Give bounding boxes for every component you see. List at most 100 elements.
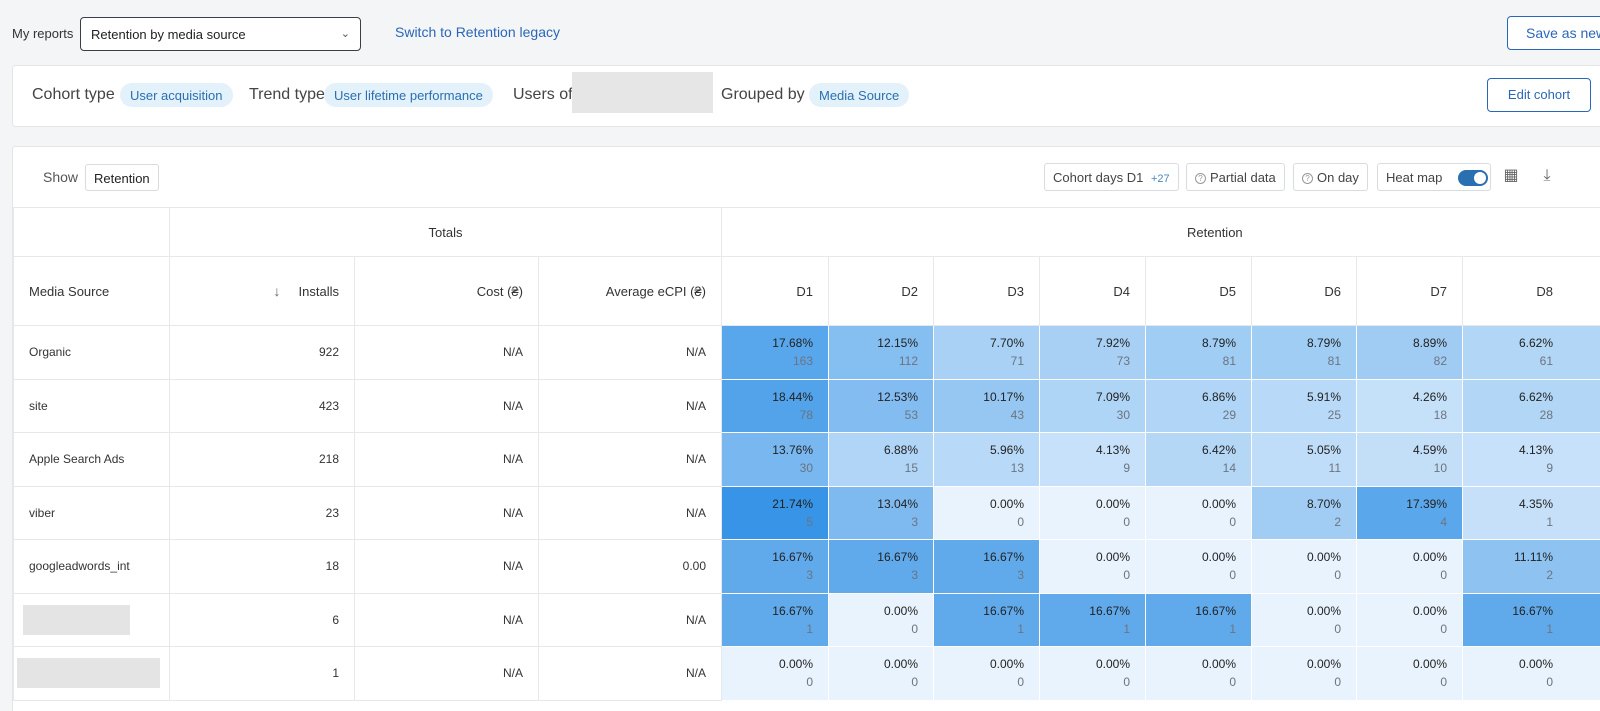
- retention-cell[interactable]: 5.05% 11: [1251, 432, 1357, 487]
- table-row[interactable]: site 423 N/A N/A 18.44% 78 12.53% 53 10.17% 43 7.0…: [13, 378, 1600, 433]
- retention-cell[interactable]: 6.42% 14: [1145, 432, 1252, 487]
- table-row[interactable]: Apple Search Ads 218 N/A N/A 13.76% 30 6.88% 15…: [13, 432, 1600, 487]
- table-row[interactable]: 6 N/A N/A 16.67% 1 0.00% 0 16.67% 1 16.67% 1 16.67%…: [13, 592, 1600, 647]
- retention-cell[interactable]: 6.86% 29: [1145, 378, 1252, 433]
- retention-cell[interactable]: 0.00% 0: [1145, 539, 1252, 594]
- installs-cell: 922: [169, 325, 355, 380]
- col-installs[interactable]: ↓ Installs: [169, 256, 355, 326]
- retention-cell[interactable]: 16.67% 1: [933, 592, 1040, 647]
- retention-cell[interactable]: 0.00% 0: [721, 646, 829, 701]
- retention-cell[interactable]: 10.17% 43: [933, 378, 1040, 433]
- retention-cell[interactable]: 0.00% 0: [1356, 539, 1463, 594]
- retention-cell[interactable]: 0.00% 0: [1039, 539, 1146, 594]
- switch-legacy-link[interactable]: Switch to Retention legacy: [395, 24, 560, 40]
- group-retention: Retention: [720, 207, 1600, 257]
- col-cost[interactable]: Cost (₴): [354, 256, 539, 326]
- retention-cell[interactable]: 7.09% 30: [1039, 378, 1146, 433]
- retention-cell[interactable]: 5.96% 13: [933, 432, 1040, 487]
- report-select[interactable]: Retention by media source ⌄: [80, 17, 361, 51]
- retention-cell[interactable]: 0.00% 0: [1251, 592, 1357, 647]
- retention-cell[interactable]: 0.00% 0: [828, 646, 934, 701]
- retention-cell[interactable]: 6.62% 61: [1461, 325, 1600, 380]
- retention-cell[interactable]: 21.74% 5: [721, 485, 829, 540]
- col-day-d3[interactable]: D3: [933, 256, 1040, 326]
- retention-cell[interactable]: 6.88% 15: [828, 432, 934, 487]
- retention-cell[interactable]: 16.67% 3: [828, 539, 934, 594]
- table-row[interactable]: 1 N/A N/A 0.00% 0 0.00% 0 0.00% 0 0.00% 0 0.00% 0 0.0…: [13, 646, 1600, 701]
- col-day-d5[interactable]: D5: [1145, 256, 1252, 326]
- col-day-d7[interactable]: D7: [1356, 256, 1463, 326]
- table-row[interactable]: Organic 922 N/A N/A 17.68% 163 12.15% 112 7.70% 7…: [13, 325, 1600, 380]
- retention-percent: 7.92%: [1095, 336, 1130, 351]
- col-ecpi[interactable]: Average eCPI (₴): [538, 256, 722, 326]
- retention-cell[interactable]: 13.04% 3: [828, 485, 934, 540]
- retention-cell[interactable]: 7.92% 73: [1039, 325, 1146, 380]
- show-select[interactable]: Retention: [85, 164, 159, 191]
- retention-cell[interactable]: 4.59% 10: [1356, 432, 1463, 487]
- col-day-d1[interactable]: D1: [721, 256, 829, 326]
- retention-cell[interactable]: 16.67% 1: [1145, 592, 1252, 647]
- retention-cell[interactable]: 16.67% 1: [1461, 592, 1600, 647]
- cohort-days-button[interactable]: Cohort days D1 +27: [1044, 163, 1179, 191]
- retention-cell[interactable]: 0.00% 0: [1251, 539, 1357, 594]
- save-as-new-button[interactable]: Save as new: [1507, 16, 1600, 50]
- heat-map-control[interactable]: Heat map: [1377, 163, 1491, 191]
- retention-cell[interactable]: 0.00% 0: [828, 592, 934, 647]
- retention-cell[interactable]: 4.35% 1: [1461, 485, 1600, 540]
- partial-data-button[interactable]: ? Partial data: [1186, 163, 1285, 191]
- retention-cell[interactable]: 0.00% 0: [933, 646, 1040, 701]
- retention-cell[interactable]: 8.79% 81: [1145, 325, 1252, 380]
- retention-cell[interactable]: 4.26% 18: [1356, 378, 1463, 433]
- retention-cell[interactable]: 16.67% 1: [1039, 592, 1146, 647]
- retention-cell[interactable]: 0.00% 0: [1145, 485, 1252, 540]
- retention-cell[interactable]: 8.79% 81: [1251, 325, 1357, 380]
- retention-cell[interactable]: 13.76% 30: [721, 432, 829, 487]
- retention-cell[interactable]: 0.00% 0: [933, 485, 1040, 540]
- retention-cell[interactable]: 0.00% 0: [1461, 646, 1600, 701]
- retention-cell[interactable]: 12.15% 112: [828, 325, 934, 380]
- retention-cell[interactable]: 17.39% 4: [1356, 485, 1463, 540]
- table-row[interactable]: viber 23 N/A N/A 21.74% 5 13.04% 3 0.00% 0 0.00% 0 0…: [13, 485, 1600, 540]
- on-day-button[interactable]: ? On day: [1293, 163, 1368, 191]
- table-columns-icon[interactable]: ▦: [1503, 167, 1519, 184]
- retention-percent: 16.67%: [877, 550, 918, 565]
- retention-cell[interactable]: 4.13% 9: [1039, 432, 1146, 487]
- cohort-type-chip[interactable]: User acquisition: [120, 83, 233, 107]
- col-day-d8[interactable]: D8: [1461, 256, 1600, 326]
- retention-cell[interactable]: 7.70% 71: [933, 325, 1040, 380]
- retention-cell[interactable]: 0.00% 0: [1039, 646, 1146, 701]
- retention-cell[interactable]: 4.13% 9: [1461, 432, 1600, 487]
- sort-down-icon[interactable]: ↓: [273, 283, 281, 299]
- grouped-by-chip[interactable]: Media Source: [809, 83, 910, 107]
- col-day-d2[interactable]: D2: [828, 256, 934, 326]
- retention-cell[interactable]: 6.62% 28: [1461, 378, 1600, 433]
- retention-cell[interactable]: 5.91% 25: [1251, 378, 1357, 433]
- retention-cell[interactable]: 16.67% 3: [721, 539, 829, 594]
- retention-cell[interactable]: 8.70% 2: [1251, 485, 1357, 540]
- retention-cell[interactable]: 0.00% 0: [1145, 646, 1252, 701]
- col-media-source[interactable]: Media Source: [13, 256, 170, 326]
- ecpi-cell: N/A: [538, 432, 722, 487]
- retention-count: 0: [1334, 621, 1341, 636]
- retention-cell[interactable]: 0.00% 0: [1356, 646, 1463, 701]
- table-row[interactable]: googleadwords_int 18 N/A 0.00 16.67% 3 16.67% 3…: [13, 539, 1600, 594]
- retention-cell[interactable]: 0.00% 0: [1251, 646, 1357, 701]
- ecpi-cell: N/A: [538, 592, 722, 647]
- retention-cell[interactable]: 0.00% 0: [1039, 485, 1146, 540]
- trend-type-chip[interactable]: User lifetime performance: [324, 83, 493, 107]
- retention-cell[interactable]: 16.67% 3: [933, 539, 1040, 594]
- edit-cohort-button[interactable]: Edit cohort: [1487, 78, 1591, 112]
- retention-cell[interactable]: 12.53% 53: [828, 378, 934, 433]
- heat-map-toggle[interactable]: [1458, 170, 1488, 186]
- retention-cell[interactable]: 17.68% 163: [721, 325, 829, 380]
- retention-cell[interactable]: 16.67% 1: [721, 592, 829, 647]
- retention-percent: 6.88%: [883, 443, 918, 458]
- download-icon[interactable]: ⤓: [1543, 167, 1551, 184]
- retention-cell[interactable]: 11.11% 2: [1461, 539, 1600, 594]
- retention-cell[interactable]: 8.89% 82: [1356, 325, 1463, 380]
- retention-cell[interactable]: 18.44% 78: [721, 378, 829, 433]
- col-day-d6[interactable]: D6: [1251, 256, 1357, 326]
- col-day-d4[interactable]: D4: [1039, 256, 1146, 326]
- retention-cell[interactable]: 0.00% 0: [1356, 592, 1463, 647]
- cost-cell: N/A: [354, 325, 539, 380]
